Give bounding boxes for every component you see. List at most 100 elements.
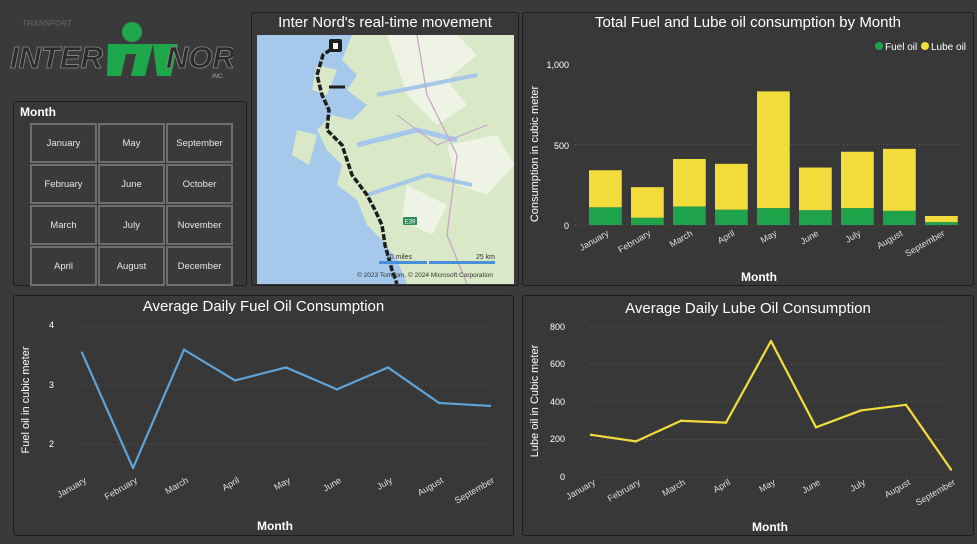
bar-fuel-oil-march	[673, 206, 706, 225]
month-button-august[interactable]: August	[98, 246, 165, 286]
map-attribution: © 2023 TomTom, © 2024 Microsoft Corporat…	[357, 271, 493, 279]
lube-y-tick-200: 200	[550, 434, 565, 444]
bar-lube-oil-may	[757, 91, 790, 209]
logo-suffix: INC.	[212, 74, 224, 80]
bar-fuel-oil-may	[757, 208, 790, 225]
lube-point-june	[814, 426, 818, 429]
bar-lube-oil-february	[631, 187, 664, 218]
month-button-april[interactable]: April	[30, 246, 97, 286]
lube-y-tick-0: 0	[560, 472, 565, 482]
bar-lube-oil-july	[841, 151, 874, 209]
fuel-x-tick-april: April	[220, 475, 241, 493]
legend-fuel-oil-icon	[875, 42, 883, 50]
fuel-x-tick-february: February	[103, 475, 140, 502]
slicer-title: Month	[20, 105, 56, 119]
total-x-tick-september: September	[903, 228, 946, 259]
fuel-point-july	[386, 366, 390, 369]
month-button-march[interactable]: March	[30, 205, 97, 245]
month-button-january[interactable]: January	[30, 123, 97, 163]
fuel-x-tick-may: May	[272, 475, 292, 492]
fuel-point-august	[437, 401, 441, 405]
lube-y-axis-title: Lube oil in Cubic meter	[529, 344, 541, 457]
legend-fuel-oil: Fuel oil	[875, 42, 917, 53]
lube-point-may	[769, 339, 773, 343]
fuel-point-january	[80, 351, 84, 354]
lube-x-axis-title: Month	[752, 520, 788, 534]
lube-chart-title: Average Daily Lube Oil Consumption	[625, 300, 871, 317]
total-x-tick-june: June	[798, 228, 820, 246]
fuel-x-tick-january: January	[55, 475, 88, 500]
logo-left-word: INTER	[10, 40, 104, 75]
bar-lube-oil-january	[589, 170, 622, 208]
total-x-tick-february: February	[616, 228, 653, 255]
fuel-x-tick-august: August	[416, 475, 446, 498]
bar-fuel-oil-june	[799, 210, 832, 225]
month-button-february[interactable]: February	[30, 164, 97, 204]
total-y-tick-0: 0	[564, 221, 569, 231]
map-title: Inter Nord's real-time movement	[278, 14, 492, 31]
scale-miles: 10 miles	[386, 254, 413, 261]
fuel-point-february	[131, 466, 135, 470]
lube-point-april	[724, 421, 728, 424]
fuel-oil-chart: Average Daily Fuel Oil Consumption Month…	[13, 295, 514, 536]
total-x-tick-august: August	[875, 228, 905, 251]
company-logo: TRANSPORT INTER NORD INC.	[8, 14, 258, 84]
month-button-november[interactable]: November	[166, 205, 233, 245]
map-view[interactable]: E39 10 miles 25 km © 2023 TomTom, © 2024…	[257, 35, 514, 284]
logo-right-word: NORD	[166, 40, 233, 75]
bar-fuel-oil-february	[631, 217, 664, 225]
legend-lube-oil-label: Lube oil	[931, 42, 966, 53]
fuel-point-april	[233, 379, 237, 382]
legend-lube-oil-icon	[921, 42, 929, 50]
bar-fuel-oil-april	[715, 209, 748, 225]
lube-x-tick-february: February	[606, 477, 643, 504]
lube-point-march	[679, 419, 683, 422]
road-badge-label: E39	[405, 220, 416, 226]
fuel-y-axis-title: Fuel oil in cubic meter	[20, 346, 32, 453]
fuel-x-tick-march: March	[163, 475, 190, 496]
lube-x-tick-january: January	[564, 477, 597, 502]
lube-point-august	[904, 403, 908, 407]
total-y-axis-title: Consumption in cubic meter	[529, 85, 541, 222]
month-button-december[interactable]: December	[166, 246, 233, 286]
total-consumption-chart: Total Fuel and Lube oil consumption by M…	[522, 12, 974, 286]
lube-x-tick-july: July	[848, 477, 867, 494]
fuel-x-tick-july: July	[375, 475, 394, 492]
fuel-point-september	[488, 404, 492, 408]
lube-x-tick-march: March	[660, 477, 687, 498]
bar-fuel-oil-august	[883, 210, 916, 225]
month-button-october[interactable]: October	[166, 164, 233, 204]
bar-lube-oil-june	[799, 167, 832, 211]
month-button-september[interactable]: September	[166, 123, 233, 163]
fuel-point-june	[335, 388, 339, 391]
total-x-tick-april: April	[716, 228, 737, 246]
lube-x-tick-september: September	[914, 477, 957, 508]
legend-fuel-oil-label: Fuel oil	[885, 42, 917, 53]
month-slicer: Month January May September February Jun…	[13, 101, 247, 286]
fuel-x-axis-title: Month	[257, 519, 293, 533]
total-x-tick-may: May	[759, 228, 779, 245]
month-button-june[interactable]: June	[98, 164, 165, 204]
lube-x-tick-april: April	[711, 477, 732, 495]
bar-fuel-oil-january	[589, 207, 622, 225]
lube-point-september	[949, 468, 953, 471]
vessel-marker-icon	[329, 39, 342, 52]
logo-tagline: TRANSPORT	[22, 19, 73, 28]
lube-y-tick-600: 600	[550, 359, 565, 369]
fuel-chart-title: Average Daily Fuel Oil Consumption	[142, 298, 385, 315]
logo-emblem-icon	[107, 22, 178, 76]
lube-point-january	[589, 433, 593, 437]
month-button-may[interactable]: May	[98, 123, 165, 163]
fuel-x-tick-june: June	[321, 475, 343, 493]
month-button-july[interactable]: July	[98, 205, 165, 245]
slicer-grid: January May September February June Octo…	[30, 123, 233, 286]
total-x-axis-title: Month	[741, 270, 777, 284]
fuel-y-tick-4: 4	[49, 320, 54, 330]
total-chart-title: Total Fuel and Lube oil consumption by M…	[594, 14, 902, 31]
total-x-tick-march: March	[668, 228, 695, 249]
total-y-tick-500: 500	[554, 141, 569, 151]
total-y-tick-1000: 1,000	[546, 60, 569, 70]
fuel-y-tick-2: 2	[49, 439, 54, 449]
map-panel: Inter Nord's real-time movement E39 10 m…	[251, 12, 519, 286]
fuel-x-tick-september: September	[453, 475, 496, 506]
